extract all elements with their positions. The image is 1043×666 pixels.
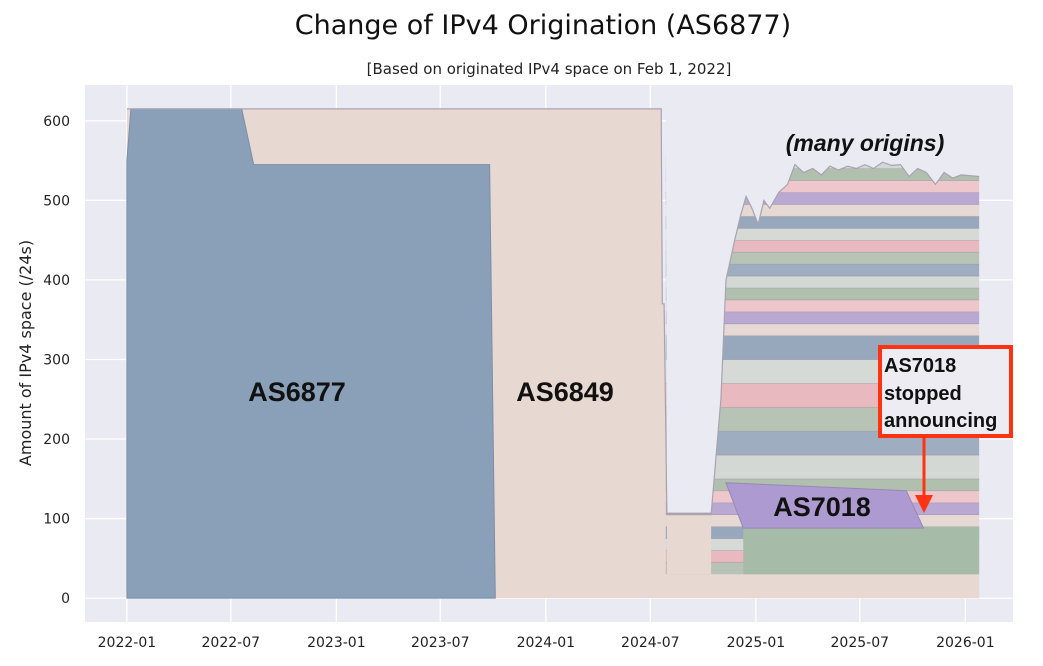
origin-band [665, 228, 980, 241]
callout-arrow-head [915, 495, 933, 513]
x-tick-label: 2024-01 [517, 635, 576, 651]
callout-line-2: stopped [884, 383, 962, 405]
data-area [126, 85, 1013, 599]
x-tick-label: 2024-07 [621, 635, 680, 651]
callout-line-1: AS7018 [884, 355, 956, 377]
origin-band [665, 454, 980, 479]
y-tick-label: 500 [43, 193, 70, 209]
callout-line-3: announcing [884, 410, 997, 432]
origin-band [665, 192, 980, 205]
origin-band [665, 252, 980, 264]
y-axis-label: Amount of IPv4 space (/24s) [16, 240, 35, 466]
axis-ticks: 0 100 200 300 400 500 600 2022-01 2022-07 2023-01… [43, 114, 994, 651]
chart-title: Change of IPv4 Origination (AS6877) [294, 10, 792, 41]
annotation-as7018: AS7018 [773, 492, 871, 522]
x-tick-label: 2022-07 [202, 635, 261, 651]
x-tick-label: 2022-01 [98, 635, 157, 651]
origin-band [665, 216, 980, 229]
gap-mask [666, 85, 712, 515]
x-tick-label: 2026-01 [936, 635, 995, 651]
envelope-mask [665, 85, 1013, 515]
origin-band [665, 478, 980, 491]
green-band [743, 526, 980, 575]
callout-text: AS7018 stopped announcing [884, 355, 997, 432]
x-tick-label: 2023-07 [411, 635, 470, 651]
origin-band [665, 264, 980, 276]
chart-subtitle: [Based on originated IPv4 space on Feb 1… [366, 60, 732, 78]
annotation-as6849: AS6849 [516, 377, 614, 407]
annotation-many-origins: (many origins) [786, 130, 944, 156]
callout-box [878, 345, 1013, 438]
origin-band [665, 180, 980, 193]
annotation-as6877: AS6877 [248, 377, 346, 407]
origin-band [665, 311, 980, 324]
series-area-as6849-outline [126, 108, 980, 516]
y-tick-label: 200 [43, 432, 70, 448]
y-tick-label: 0 [61, 591, 70, 607]
annotations: AS6877 AS6849 AS7018 (many origins) AS70… [248, 130, 1013, 522]
origin-band [665, 323, 980, 336]
gap-fill [666, 514, 712, 575]
gap-edge [666, 512, 712, 515]
y-tick-label: 100 [43, 512, 70, 528]
origin-band [665, 299, 980, 312]
origin-band [665, 240, 980, 253]
x-tick-label: 2025-01 [727, 635, 786, 651]
series-area-as6877 [126, 108, 496, 599]
y-tick-label: 400 [43, 273, 70, 289]
y-tick-label: 300 [43, 352, 70, 368]
series-area-as7018 [725, 482, 925, 529]
floor-fill [743, 574, 980, 599]
y-tick-label: 600 [43, 114, 70, 130]
origin-band [665, 204, 980, 217]
origin-band [665, 275, 980, 288]
x-tick-label: 2023-01 [307, 635, 366, 651]
origin-band [665, 287, 980, 300]
x-tick-label: 2025-07 [831, 635, 890, 651]
